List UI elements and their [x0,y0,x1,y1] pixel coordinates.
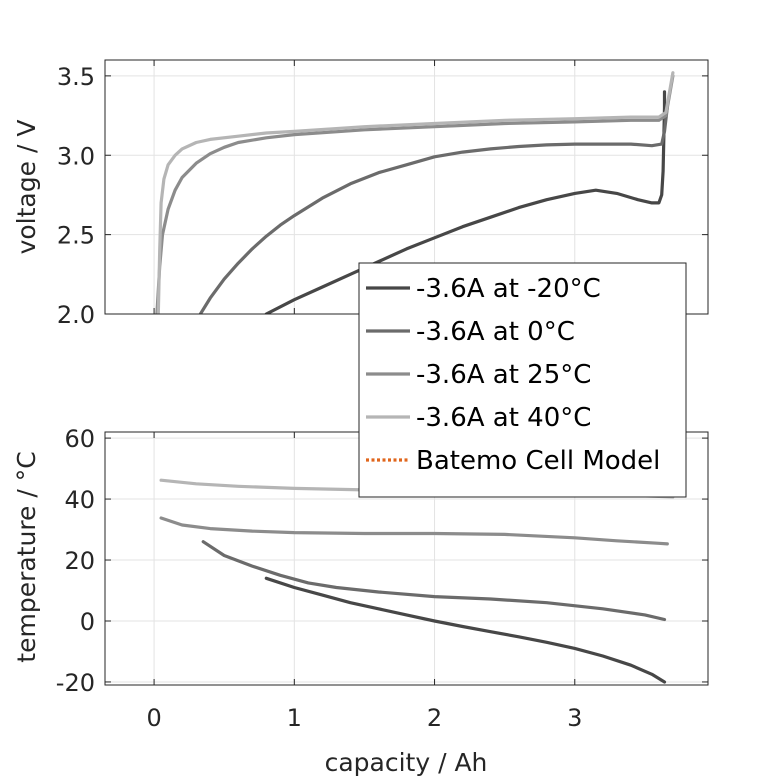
temperature-axis-label: temperature / °C [12,451,41,662]
temperature-series-line-0 [264,576,667,684]
capacity-axis-label: capacity / Ah [325,748,488,777]
temperature-series-line-2 [159,516,669,546]
legend-label: -3.6A at 0°C [416,317,575,347]
temperature-ytick-label: 60 [64,425,95,453]
voltage-axis-label: voltage / V [12,120,41,255]
voltage-ytick-label: 3.0 [57,142,95,170]
temperature-ytick-label: 20 [64,547,95,575]
voltage-ytick-label: 3.5 [57,63,95,91]
temperature-xtick-label: 0 [146,704,161,732]
voltage-ytick-label: 2.0 [57,301,95,329]
legend-box [358,262,687,498]
legend-label: -3.6A at 40°C [416,403,591,433]
temperature-series-line-1 [201,540,667,622]
temperature-ytick-label: -20 [56,669,95,697]
voltage-ytick-label: 2.5 [57,222,95,250]
temperature-plot: -20 0 20 40 60 0 1 2 3 [56,425,709,732]
temperature-ytick-label: 40 [64,486,95,514]
temperature-xtick-label: 3 [567,704,582,732]
legend: -3.6A at -20°C -3.6A at 0°C -3.6A at 25°C -… [358,262,687,498]
voltage-series-group [155,71,675,314]
legend-label: -3.6A at 25°C [416,360,591,390]
temperature-xtick-label: 1 [287,704,302,732]
voltage-series-line-2 [155,74,675,314]
legend-label: -3.6A at -20°C [416,274,601,304]
temperature-ytick-label: 0 [80,608,95,636]
voltage-series-line-1 [198,106,669,314]
voltage-series-line-3 [156,71,675,314]
temperature-xtick-label: 2 [427,704,442,732]
temperature-series-group [159,478,675,684]
voltage-plot: 2.0 2.5 3.0 3.5 [57,59,709,329]
legend-label: Batemo Cell Model [416,446,660,476]
